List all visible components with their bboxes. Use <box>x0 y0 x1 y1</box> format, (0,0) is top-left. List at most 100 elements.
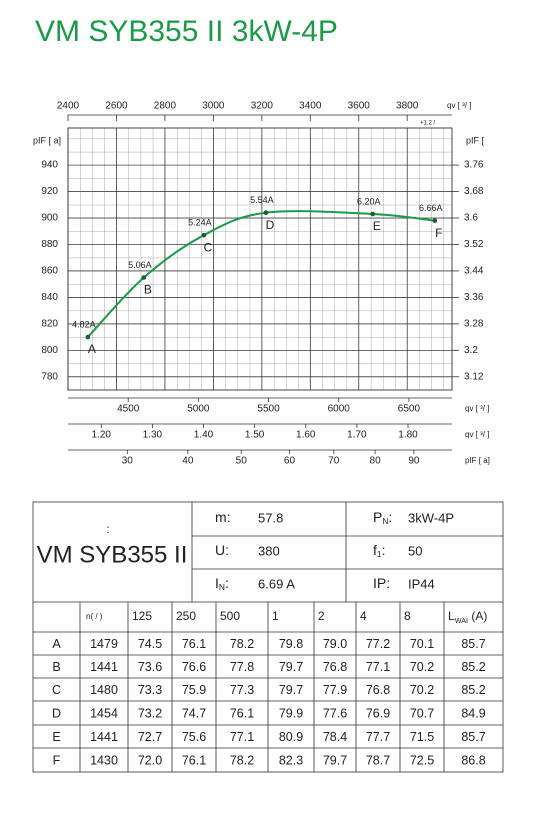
point <box>432 218 438 223</box>
x-tick-label: 90 <box>408 456 420 467</box>
param-suffix: (A) <box>468 609 487 623</box>
table-cell: 78.2 <box>230 753 254 767</box>
x-tick-label: 6000 <box>328 404 351 415</box>
param-symbol: f <box>373 542 377 558</box>
x-tick-label: 80 <box>370 456 382 467</box>
param-symbol: P <box>373 509 382 525</box>
y-tick-label: 900 <box>41 213 58 224</box>
table-cell: 79.0 <box>323 637 347 651</box>
y2-tick-label: 3.6 <box>464 213 478 224</box>
param-label: 8 <box>404 609 411 623</box>
table-cell: 78.2 <box>230 637 254 651</box>
table-cell: 72.0 <box>138 753 162 767</box>
table-cell: E <box>52 730 60 744</box>
y-tick-label: 920 <box>41 186 58 197</box>
table-cell: 85.2 <box>461 660 485 674</box>
table-cell: 72.7 <box>138 730 162 744</box>
x-tick-label: 1.40 <box>194 430 214 441</box>
x-tick-label: 5000 <box>187 404 210 415</box>
param-label: LWAI (A) <box>448 609 487 625</box>
param-suffix: : <box>388 509 392 525</box>
table-cell: 1430 <box>90 753 118 767</box>
table-cell: 79.8 <box>279 637 303 651</box>
param-value: 50 <box>408 543 422 558</box>
x-tick-label: 60 <box>284 456 296 467</box>
table-cell: 1441 <box>90 660 118 674</box>
param-value: IP44 <box>408 576 435 591</box>
param-sub: 1 <box>377 549 382 559</box>
table-cell: 73.2 <box>138 706 162 720</box>
table-cell: 77.3 <box>230 683 254 697</box>
current-label: 5.06A <box>128 260 152 270</box>
x-axis-label: qv [ ³/ ] <box>447 101 471 110</box>
current-label: 4.82A <box>72 319 96 329</box>
y-tick-label: 780 <box>41 371 58 382</box>
y-axis-label: pIF [ a] <box>33 135 61 145</box>
x-tick-label: 50 <box>236 456 248 467</box>
table-cell: 1441 <box>90 730 118 744</box>
table-cell: 73.3 <box>138 683 162 697</box>
table-cell: 78.4 <box>323 730 347 744</box>
point-label: A <box>88 342 96 356</box>
y2-tick-label: 3.68 <box>464 186 484 197</box>
table-cell: 73.6 <box>138 660 162 674</box>
x-tick-label: 3600 <box>348 101 371 112</box>
param-symbol: 4 <box>360 609 367 623</box>
param-label: m: <box>215 509 231 525</box>
x-tick-label: 1.60 <box>296 430 316 441</box>
table-cell: 76.1 <box>230 706 254 720</box>
x-tick-label: 1.50 <box>245 430 265 441</box>
x-tick-label: 3200 <box>251 101 274 112</box>
table-cell: 75.9 <box>182 683 206 697</box>
current-label: 6.20A <box>357 196 381 206</box>
x-tick-label: 6500 <box>398 404 421 415</box>
table-cell: 79.7 <box>279 660 303 674</box>
param-label: 500 <box>220 609 240 623</box>
param-label: f1: <box>373 542 385 560</box>
param-label: 125 <box>132 609 152 623</box>
table-cell: 76.8 <box>366 683 390 697</box>
point <box>85 334 91 340</box>
table-cell: 76.1 <box>182 637 206 651</box>
param-label: n( / ) <box>86 612 103 621</box>
y-tick-label: 940 <box>41 160 58 171</box>
x-axis-label: pIF [ a] <box>465 456 490 465</box>
model-note: : <box>106 522 109 536</box>
table-cell: 71.5 <box>410 730 434 744</box>
page-title: VM SYB355 II 3kW-4P <box>35 15 338 48</box>
x-tick-label: 40 <box>182 456 194 467</box>
param-sub: N <box>382 516 388 526</box>
x-tick-label: 4500 <box>117 404 140 415</box>
param-value: 380 <box>258 543 280 558</box>
param-label: 2 <box>318 609 325 623</box>
table-cell: 76.6 <box>182 660 206 674</box>
current-label: 5.54A <box>250 195 274 205</box>
table-cell: A <box>52 637 61 651</box>
x-tick-label: 5500 <box>257 404 280 415</box>
table-cell: 78.7 <box>366 753 390 767</box>
current-label: 5.24A <box>188 218 212 228</box>
table-cell: 1480 <box>90 683 118 697</box>
param-symbol: 500 <box>220 609 240 623</box>
x-axis-label: qv [ ³/ ] <box>465 430 489 439</box>
point-label: E <box>373 219 381 233</box>
table-cell: 76.1 <box>182 753 206 767</box>
table-cell: F <box>53 753 61 767</box>
param-suffix: : <box>225 575 229 591</box>
param-symbol: 125 <box>132 609 152 623</box>
x-tick-label: 1.70 <box>347 430 367 441</box>
x-tick-label: 2600 <box>105 101 128 112</box>
param-sub: WAI <box>455 616 468 625</box>
x-tick-label: 1.20 <box>92 430 112 441</box>
table-cell: 77.6 <box>323 706 347 720</box>
y2-tick-label: 3.2 <box>464 345 478 356</box>
y2-tick-label: 3.12 <box>464 371 484 382</box>
table-cell: 70.2 <box>410 683 434 697</box>
param-label: U: <box>215 542 229 558</box>
point-label: C <box>204 240 213 254</box>
point <box>201 232 207 238</box>
y-tick-label: 820 <box>41 318 58 329</box>
x-tick-label: 1.30 <box>143 430 163 441</box>
x-tick-label: 70 <box>328 456 340 467</box>
point <box>141 275 147 280</box>
